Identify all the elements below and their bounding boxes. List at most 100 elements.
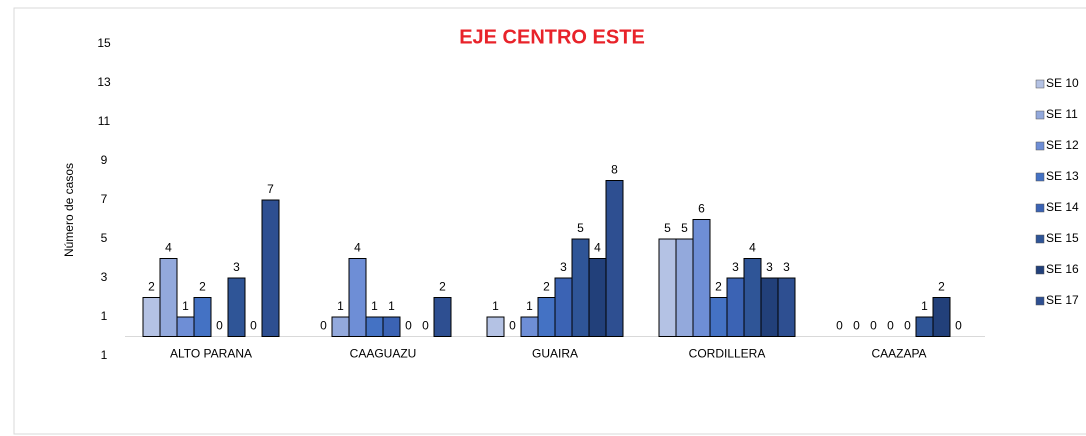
value-label: 0 bbox=[405, 319, 412, 333]
bar bbox=[520, 316, 539, 337]
value-label: 2 bbox=[199, 280, 206, 294]
value-label: 1 bbox=[526, 299, 533, 313]
value-label: 2 bbox=[715, 280, 722, 294]
legend-swatch bbox=[1035, 79, 1045, 89]
legend-swatch bbox=[1035, 296, 1045, 306]
y-tick-label: 3 bbox=[101, 270, 108, 284]
bar bbox=[658, 238, 677, 337]
y-tick-label: 5 bbox=[101, 231, 108, 245]
bar bbox=[932, 297, 951, 337]
value-label: 5 bbox=[681, 221, 688, 235]
bar bbox=[365, 316, 384, 337]
value-label: 2 bbox=[439, 280, 446, 294]
value-label: 3 bbox=[233, 260, 240, 274]
legend-swatch bbox=[1035, 110, 1045, 120]
y-tick-label: 1 bbox=[101, 348, 108, 362]
value-label: 4 bbox=[594, 241, 601, 255]
value-label: 3 bbox=[783, 260, 790, 274]
value-label: 5 bbox=[664, 221, 671, 235]
legend-swatch bbox=[1035, 265, 1045, 275]
bar bbox=[692, 219, 711, 337]
value-label: 4 bbox=[354, 241, 361, 255]
y-tick-label: 13 bbox=[97, 75, 111, 89]
value-label: 1 bbox=[337, 299, 344, 313]
legend-swatch bbox=[1035, 141, 1045, 151]
legend-label: SE 11 bbox=[1046, 107, 1078, 121]
value-label: 1 bbox=[182, 299, 189, 313]
bar bbox=[554, 277, 573, 337]
value-label: 3 bbox=[766, 260, 773, 274]
bar bbox=[382, 316, 401, 337]
value-label: 2 bbox=[543, 280, 550, 294]
bar bbox=[605, 180, 624, 337]
bar bbox=[348, 258, 367, 337]
chart-frame bbox=[13, 7, 1086, 435]
y-tick-label: 9 bbox=[101, 153, 108, 167]
legend-label: SE 12 bbox=[1046, 138, 1079, 152]
bar bbox=[142, 297, 161, 337]
value-label: 0 bbox=[904, 319, 911, 333]
value-label: 0 bbox=[216, 319, 223, 333]
legend-label: SE 13 bbox=[1046, 169, 1079, 183]
y-tick-label: 7 bbox=[101, 192, 108, 206]
value-label: 0 bbox=[509, 319, 516, 333]
value-label: 8 bbox=[611, 163, 618, 177]
value-label: 0 bbox=[836, 319, 843, 333]
legend-label: SE 16 bbox=[1046, 262, 1079, 276]
bar bbox=[193, 297, 212, 337]
x-tick-label: CORDILLERA bbox=[689, 347, 766, 361]
legend-label: SE 10 bbox=[1046, 76, 1079, 90]
bar bbox=[486, 316, 505, 337]
y-axis-label: Número de casos bbox=[62, 163, 76, 257]
legend-swatch bbox=[1035, 234, 1045, 244]
legend-swatch bbox=[1035, 172, 1045, 182]
bar bbox=[331, 316, 350, 337]
y-tick-label: 15 bbox=[97, 36, 111, 50]
value-label: 1 bbox=[371, 299, 378, 313]
bar bbox=[726, 277, 745, 337]
value-label: 2 bbox=[148, 280, 155, 294]
value-label: 4 bbox=[749, 241, 756, 255]
bar bbox=[261, 199, 280, 337]
legend-label: SE 17 bbox=[1046, 293, 1079, 307]
bar bbox=[760, 277, 779, 337]
bar bbox=[227, 277, 246, 337]
value-label: 5 bbox=[577, 221, 584, 235]
bar bbox=[915, 316, 934, 337]
x-tick-label: CAAZAPA bbox=[871, 347, 926, 361]
legend-label: SE 14 bbox=[1046, 200, 1079, 214]
value-label: 0 bbox=[250, 319, 257, 333]
bar bbox=[588, 258, 607, 337]
x-tick-label: CAAGUAZU bbox=[350, 347, 417, 361]
value-label: 1 bbox=[492, 299, 499, 313]
value-label: 0 bbox=[887, 319, 894, 333]
value-label: 2 bbox=[938, 280, 945, 294]
value-label: 4 bbox=[165, 241, 172, 255]
bar bbox=[176, 316, 195, 337]
chart-title: EJE CENTRO ESTE bbox=[459, 26, 645, 48]
bar bbox=[571, 238, 590, 337]
bar bbox=[433, 297, 452, 337]
y-tick-label: 11 bbox=[98, 114, 111, 128]
y-tick-label: 1 bbox=[101, 309, 108, 323]
x-tick-label: ALTO PARANA bbox=[170, 347, 252, 361]
bar bbox=[709, 297, 728, 337]
value-label: 1 bbox=[388, 299, 395, 313]
value-label: 1 bbox=[921, 299, 928, 313]
value-label: 0 bbox=[422, 319, 429, 333]
value-label: 7 bbox=[267, 182, 274, 196]
value-label: 6 bbox=[698, 202, 705, 216]
value-label: 3 bbox=[732, 260, 739, 274]
bar bbox=[537, 297, 556, 337]
bar bbox=[159, 258, 178, 337]
value-label: 0 bbox=[853, 319, 860, 333]
value-label: 3 bbox=[560, 260, 567, 274]
bar bbox=[675, 238, 694, 337]
bar bbox=[777, 277, 796, 337]
value-label: 0 bbox=[870, 319, 877, 333]
value-label: 0 bbox=[955, 319, 962, 333]
bar bbox=[743, 258, 762, 337]
value-label: 0 bbox=[320, 319, 327, 333]
x-tick-label: GUAIRA bbox=[532, 347, 578, 361]
